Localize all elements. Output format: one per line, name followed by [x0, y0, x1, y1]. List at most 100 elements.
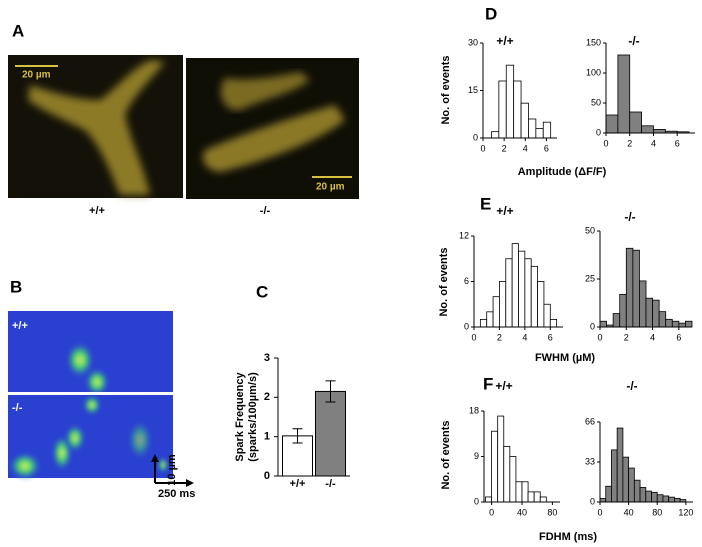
y-tick-label: 66: [585, 416, 595, 426]
y-tick-label: 18: [469, 405, 479, 415]
histogram-bar: [651, 491, 658, 503]
histogram-bar: [497, 415, 505, 503]
histogram-bar: [535, 128, 544, 139]
histogram-bar: [485, 496, 492, 503]
panel-label: F: [483, 374, 493, 393]
chart-title: -/-: [626, 379, 637, 393]
histogram-bar: [503, 445, 511, 503]
histogram-bar: [499, 281, 507, 328]
y-tick-label: 0: [464, 321, 469, 331]
histogram-bar: [639, 280, 647, 328]
histogram-bar: [658, 311, 667, 328]
y-tick-label: 50: [585, 225, 595, 235]
y-tick-label: 150: [586, 37, 601, 47]
linescan-ko: [8, 395, 173, 480]
y-axis-label: No. of events: [438, 247, 450, 316]
panel-label: C: [256, 282, 268, 301]
scale-label: 250 ms: [158, 488, 195, 500]
chart-title: +/+: [496, 34, 513, 48]
histogram-bar: [668, 496, 675, 503]
y-tick-label: 30: [468, 37, 478, 47]
error-bar: [292, 428, 303, 444]
histogram-bar: [671, 320, 680, 328]
histogram-bar: [530, 265, 538, 328]
histogram-bar: [612, 313, 621, 328]
y-tick-label: 0: [264, 470, 270, 482]
scale-bar-label: 20 µm: [22, 70, 51, 81]
histogram-bar: [491, 430, 499, 503]
histogram-bar: [509, 456, 517, 503]
histogram-bar: [665, 318, 673, 328]
histogram-bar: [645, 297, 653, 328]
x-axis-label: FWHM (µM): [535, 352, 595, 364]
histogram-bar: [619, 293, 627, 328]
image-a-wt: [8, 55, 183, 198]
x-tick-label: 0: [489, 507, 494, 517]
separator: [8, 392, 173, 395]
histogram-bar: [479, 319, 488, 328]
histogram-bar: [486, 311, 494, 328]
histogram-bar: [539, 496, 547, 503]
histogram-bar: [656, 494, 664, 503]
chart-title: +/+: [495, 379, 512, 393]
x-tick-label: -/-: [325, 478, 336, 490]
bar: [315, 390, 346, 477]
x-axis-label: FDHM (ms): [539, 531, 597, 543]
scale-arrows: [151, 454, 194, 487]
scale-label: 10 µm: [166, 454, 178, 486]
histogram-bar: [685, 320, 693, 328]
x-tick-label: 40: [517, 507, 527, 517]
histogram-bar: [662, 495, 670, 503]
histogram-bar: [513, 80, 522, 139]
x-tick-label: 0: [597, 507, 602, 517]
histogram-bar: [641, 125, 654, 134]
panel-label: E: [480, 194, 491, 213]
x-tick-label: 6: [676, 332, 681, 342]
y-tick-label: 100: [586, 67, 601, 77]
histogram-bar: [678, 322, 686, 328]
y-tick-label: 0: [590, 496, 595, 506]
histogram-bar: [622, 456, 630, 503]
error-bar: [325, 380, 336, 403]
histogram-bar: [645, 490, 652, 503]
histogram-bar: [639, 487, 647, 503]
x-tick-label: 2: [624, 332, 629, 342]
y-axis-label: (sparks/100µm/s): [247, 372, 259, 462]
genotype-label: +/+: [89, 205, 105, 217]
x-tick-label: 6: [675, 138, 680, 148]
x-tick-label: 6: [548, 332, 553, 342]
panel-label: B: [10, 277, 22, 296]
x-tick-label: 4: [523, 143, 528, 153]
histogram-bar: [492, 296, 500, 328]
histogram-bar: [611, 449, 618, 503]
x-tick-label: 2: [497, 332, 502, 342]
y-axis-label: No. of events: [440, 420, 452, 489]
histogram-bar: [491, 131, 500, 139]
histogram-bar: [605, 114, 619, 134]
histogram-bar: [653, 128, 666, 134]
x-tick-label: +/+: [290, 478, 306, 490]
x-tick-label: 4: [651, 138, 656, 148]
y-tick-label: 0: [590, 321, 595, 331]
x-tick-label: 2: [627, 138, 632, 148]
histogram-bar: [599, 320, 607, 328]
histogram-bar: [617, 54, 631, 134]
x-tick-label: 80: [652, 507, 662, 517]
histogram-bar: [498, 80, 507, 139]
chart-title: -/-: [624, 210, 635, 224]
y-axis-label: Spark Frequency: [234, 371, 246, 461]
x-tick-label: 0: [480, 143, 485, 153]
x-tick-label: 40: [624, 507, 634, 517]
histogram-bar: [521, 481, 529, 503]
y-tick-label: 1: [264, 431, 270, 443]
x-tick-label: 0: [597, 332, 602, 342]
row-label: -/-: [12, 402, 23, 414]
x-axis-label: Amplitude (ΔF/F): [518, 166, 607, 178]
histogram-bar: [518, 250, 526, 328]
histogram-bar: [520, 102, 529, 139]
y-tick-label: 0: [596, 127, 601, 137]
chart-title: +/+: [496, 204, 513, 218]
y-tick-label: 6: [464, 276, 469, 286]
histogram-bar: [616, 427, 624, 503]
